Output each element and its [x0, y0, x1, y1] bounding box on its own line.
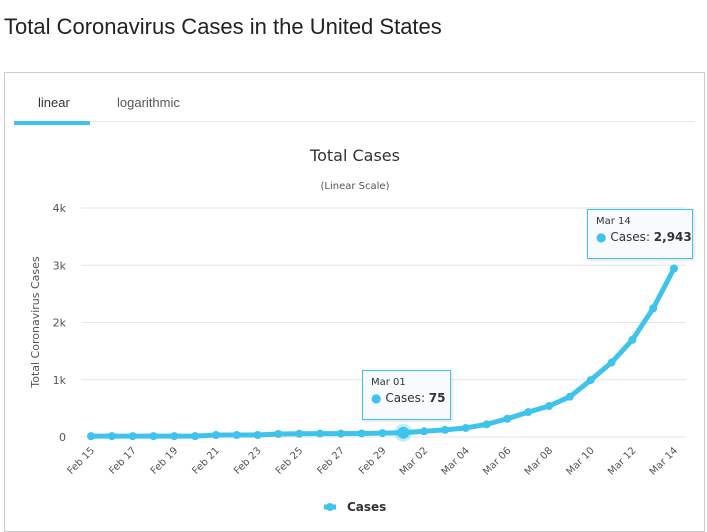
- series-dot-icon: ●: [371, 391, 382, 405]
- data-point: [336, 429, 345, 438]
- series-dot-icon: ●: [596, 230, 607, 244]
- tab-logarithmic[interactable]: logarithmic: [117, 95, 180, 110]
- data-point: [107, 432, 116, 441]
- legend-label: Cases: [347, 500, 386, 514]
- x-tick-label: Feb 19: [149, 445, 181, 477]
- x-tick-label: Feb 29: [357, 445, 389, 477]
- data-point: [545, 402, 554, 411]
- page-title: Total Coronavirus Cases in the United St…: [4, 14, 442, 39]
- data-point: [586, 376, 595, 385]
- data-point: [420, 427, 429, 436]
- x-tick-label: Feb 17: [107, 445, 139, 477]
- y-tick-label: 0: [59, 431, 66, 444]
- data-point: [565, 392, 574, 401]
- data-point: [274, 429, 283, 438]
- tooltip-value: 2,943: [653, 230, 692, 244]
- tooltip-value: 75: [428, 391, 446, 405]
- tooltip-date: Mar 14: [596, 216, 631, 227]
- data-point: [378, 429, 387, 438]
- x-tick-label: Feb 23: [232, 445, 264, 477]
- x-tick-label: Mar 04: [440, 445, 472, 477]
- data-point: [440, 425, 449, 434]
- x-tick-label: Mar 06: [481, 445, 513, 477]
- data-point: [482, 420, 491, 429]
- x-tick-label: Mar 02: [398, 445, 430, 477]
- data-point: [149, 432, 158, 441]
- data-point: [295, 429, 304, 438]
- y-tick-label: 3k: [53, 259, 67, 272]
- chart-title: Total Cases: [309, 146, 400, 165]
- data-point: [191, 432, 200, 441]
- tab-linear[interactable]: linear: [38, 95, 70, 110]
- x-tick-label: Mar 08: [523, 445, 555, 477]
- data-point: [170, 432, 179, 441]
- data-point: [503, 414, 512, 423]
- y-tick-label: 2k: [53, 317, 67, 330]
- data-point: [253, 430, 262, 439]
- data-point: [357, 429, 366, 438]
- x-tick-label: Feb 27: [315, 445, 347, 477]
- tab-divider: [14, 121, 695, 122]
- data-point: [232, 430, 241, 439]
- y-tick-label: 4k: [53, 202, 67, 215]
- data-point: [87, 432, 95, 441]
- active-tab-indicator: [14, 121, 90, 125]
- data-point: [670, 264, 678, 273]
- tooltip-mar01: Mar 01 ● Cases: 75: [362, 370, 451, 420]
- x-tick-label: Feb 21: [191, 445, 223, 477]
- data-point: [649, 304, 658, 313]
- x-tick-label: Feb 15: [66, 445, 98, 477]
- y-tick-label: 1k: [53, 374, 67, 387]
- x-tick-label: Mar 12: [606, 445, 638, 477]
- chart-subtitle: (Linear Scale): [321, 181, 390, 192]
- data-point: [628, 335, 637, 344]
- x-tick-label: Mar 14: [648, 445, 680, 477]
- x-tick-label: Feb 25: [274, 445, 306, 477]
- tooltip-mar14: Mar 14 ● Cases: 2,943: [587, 209, 693, 259]
- data-point: [607, 358, 616, 367]
- tooltip-label: Cases: [610, 230, 646, 244]
- data-point: [397, 426, 410, 439]
- data-point: [211, 430, 220, 439]
- data-point: [461, 423, 470, 432]
- data-point: [316, 429, 325, 438]
- tooltip-label: Cases: [385, 391, 421, 405]
- x-tick-label: Mar 10: [564, 445, 596, 477]
- tooltip-date: Mar 01: [371, 377, 406, 388]
- data-point: [524, 408, 533, 417]
- y-axis-label: Total Coronavirus Cases: [29, 256, 42, 389]
- data-point: [128, 432, 137, 441]
